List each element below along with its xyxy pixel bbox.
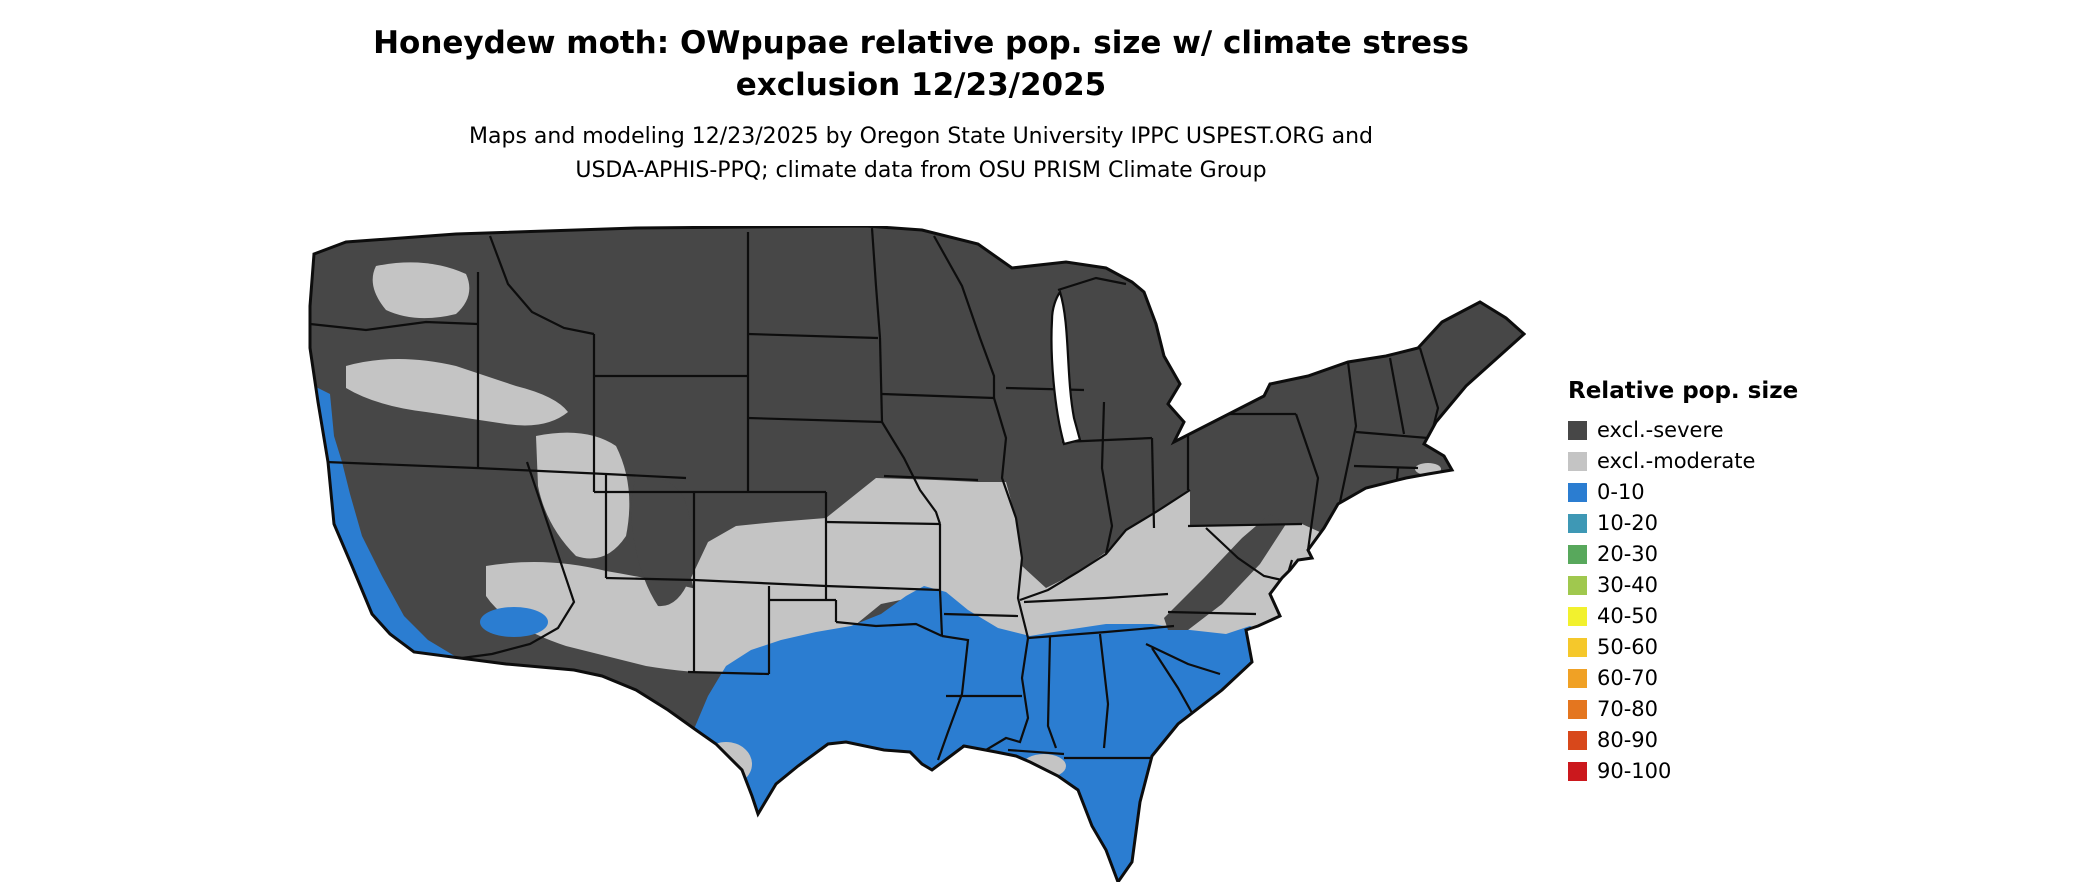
legend-row: 20-30 <box>1568 542 1798 566</box>
subtitle-line-2: USDA-APHIS-PPQ; climate data from OSU PR… <box>575 158 1267 183</box>
legend-row: 70-80 <box>1568 697 1798 721</box>
region-excl-severe-colorado-rockies <box>631 476 693 607</box>
region-low-california <box>310 386 474 678</box>
legend-label: excl.-moderate <box>1597 449 1756 473</box>
legend-swatch-30-40 <box>1568 575 1587 595</box>
legend-row: 80-90 <box>1568 728 1798 752</box>
subtitle-line-1: Maps and modeling 12/23/2025 by Oregon S… <box>469 124 1373 149</box>
legend-label: 50-60 <box>1597 635 1659 659</box>
legend-label: excl.-severe <box>1597 418 1724 442</box>
lake-michigan <box>1050 289 1082 446</box>
legend-label: 20-30 <box>1597 542 1659 566</box>
legend-title: Relative pop. size <box>1568 378 1799 404</box>
legend-label: 40-50 <box>1597 604 1659 628</box>
figure-subtitle: Maps and modeling 12/23/2025 by Oregon S… <box>0 120 1842 188</box>
legend-swatch-80-90 <box>1568 730 1587 750</box>
legend-row: 50-60 <box>1568 635 1798 659</box>
legend-swatch-90-100 <box>1568 761 1587 781</box>
region-excl-moderate-southwest <box>486 562 770 674</box>
title-line-1: Honeydew moth: OWpupae relative pop. siz… <box>373 25 1469 61</box>
legend-swatch-20-30 <box>1568 544 1587 564</box>
region-low-arizona <box>480 607 548 637</box>
legend-label: 70-80 <box>1597 697 1659 721</box>
legend-row: 60-70 <box>1568 666 1798 690</box>
region-excl-moderate-columbia-plateau <box>372 262 470 319</box>
legend-label: 10-20 <box>1597 511 1659 535</box>
legend-row: excl.-moderate <box>1568 449 1798 473</box>
region-excl-moderate-florida-bigbend <box>1022 754 1066 778</box>
legend-label: 90-100 <box>1597 759 1672 783</box>
legend-row: excl.-severe <box>1568 418 1798 442</box>
legend-swatch-excl-severe <box>1568 420 1587 440</box>
legend-row: 30-40 <box>1568 573 1798 597</box>
legend-row: 10-20 <box>1568 511 1798 535</box>
legend-swatch-70-80 <box>1568 699 1587 719</box>
figure-title: Honeydew moth: OWpupae relative pop. siz… <box>0 22 1842 106</box>
legend-swatch-60-70 <box>1568 668 1587 688</box>
title-line-2: exclusion 12/23/2025 <box>735 67 1107 103</box>
legend-swatch-40-50 <box>1568 606 1587 626</box>
region-excl-moderate-oregon-idaho <box>346 359 568 426</box>
legend-swatch-50-60 <box>1568 637 1587 657</box>
legend-row: 0-10 <box>1568 480 1798 504</box>
legend-swatch-0-10 <box>1568 482 1587 502</box>
us-map-svg <box>308 224 1526 884</box>
legend-label: 30-40 <box>1597 573 1659 597</box>
legend-swatch-10-20 <box>1568 513 1587 533</box>
us-map <box>306 224 1526 884</box>
legend-label: 60-70 <box>1597 666 1659 690</box>
legend-row: 90-100 <box>1568 759 1798 783</box>
legend-swatch-excl-moderate <box>1568 451 1587 471</box>
map-legend: Relative pop. size excl.-severe excl.-mo… <box>1568 378 1798 790</box>
legend-label: 80-90 <box>1597 728 1659 752</box>
legend-row: 40-50 <box>1568 604 1798 628</box>
region-excl-severe-appalachians <box>1164 514 1286 630</box>
legend-label: 0-10 <box>1597 480 1645 504</box>
